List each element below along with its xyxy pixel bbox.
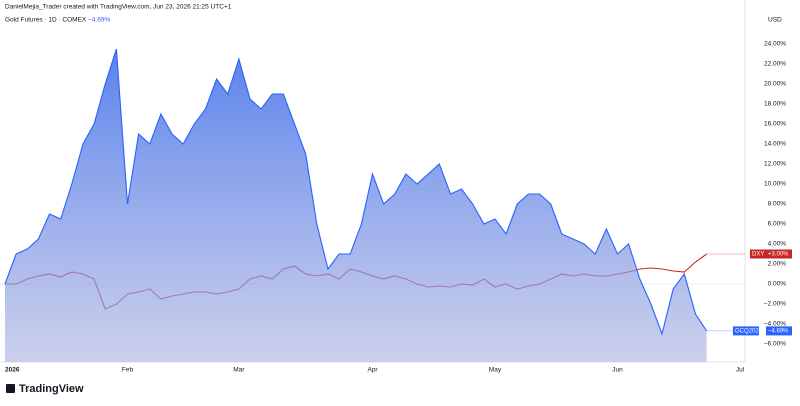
x-tick-label: Jun — [612, 367, 623, 374]
y-tick-label: 22.00% — [764, 61, 786, 68]
y-tick-label: 20.00% — [764, 81, 786, 88]
y-tick-label: 24.00% — [764, 41, 786, 48]
y-tick-label: 6.00% — [768, 221, 787, 228]
chart-title: Gold Futures · 1D · COMEX — [5, 17, 87, 24]
value-box — [766, 326, 792, 336]
attribution: DanielMejia_Trader created with TradingV… — [5, 4, 232, 11]
x-tick-label: Mar — [233, 367, 245, 374]
series-name: GCQ2026 — [735, 328, 763, 334]
y-tick-label: −6.00% — [764, 341, 786, 348]
logo: TradingView — [6, 383, 84, 395]
value-label: −4.69% — [768, 328, 789, 334]
y-unit: USD — [768, 17, 782, 24]
series-name-box — [750, 249, 766, 259]
series-name: DXY — [752, 252, 764, 258]
y-tick-label: 12.00% — [764, 161, 786, 168]
series-name-box — [733, 326, 759, 336]
logo-icon — [6, 384, 15, 393]
area — [5, 49, 707, 362]
change: −4.69% — [88, 17, 110, 24]
x-tick-label: May — [489, 367, 502, 374]
line — [4, 48, 708, 336]
y-tick-label: 18.00% — [764, 101, 786, 108]
x-tick-label: Feb — [122, 367, 134, 374]
logo-text: TradingView — [19, 383, 84, 395]
y-tick-label: −2.00% — [764, 301, 786, 308]
value-label: +3.00% — [768, 252, 789, 258]
x-tick-label: 2026 — [5, 367, 20, 374]
y-tick-label: −4.00% — [764, 321, 786, 328]
value-box — [766, 249, 792, 259]
x-tick-label: Jul — [736, 367, 745, 374]
y-tick-label: 10.00% — [764, 181, 786, 188]
x-tick-label: Apr — [367, 367, 378, 374]
y-tick-label: 14.00% — [764, 141, 786, 148]
y-tick-label: 8.00% — [768, 201, 787, 208]
y-tick-label: 4.00% — [768, 241, 787, 248]
y-tick-label: 2.00% — [768, 261, 787, 268]
y-tick-label: 16.00% — [764, 121, 786, 128]
y-tick-label: 0.00% — [768, 281, 787, 288]
